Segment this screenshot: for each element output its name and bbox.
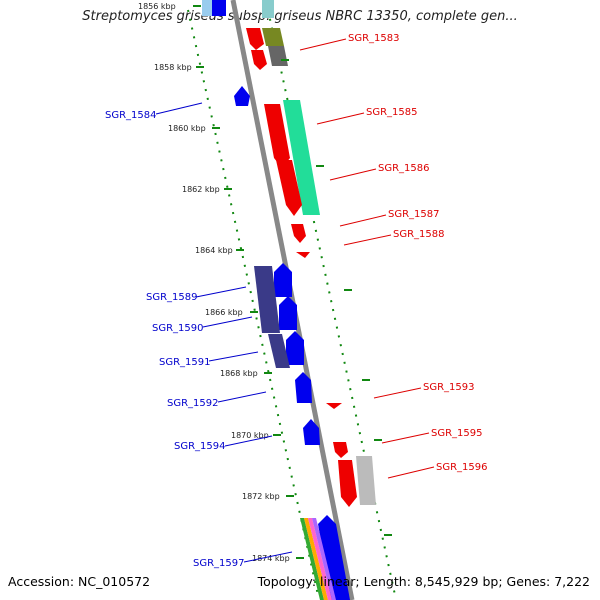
scale-ticks: 1856 kbp 1858 kbp 1860 kbp 1862 kbp 1864… <box>138 2 392 563</box>
genome-summary-text: Topology: linear; Length: 8,545,929 bp; … <box>257 574 590 589</box>
gene-arrow-1590[interactable] <box>279 296 297 330</box>
gene-label-1586[interactable]: SGR_1586 <box>378 163 430 174</box>
gene-label-1594[interactable]: SGR_1594 <box>174 441 226 452</box>
scale-label: 1856 kbp <box>138 2 176 11</box>
gene-label-1584[interactable]: SGR_1584 <box>105 110 157 121</box>
gene-label-1583[interactable]: SGR_1583 <box>348 33 400 44</box>
scale-label: 1864 kbp <box>195 246 233 255</box>
reverse-genes <box>246 28 357 507</box>
callout-line-1585 <box>316 112 365 125</box>
scale-label: 1860 kbp <box>168 124 206 133</box>
band-1583-bottom[interactable] <box>268 46 288 66</box>
callout-lines <box>155 38 435 563</box>
callout-line-1591 <box>208 351 259 362</box>
scale-label: 1868 kbp <box>220 369 258 378</box>
gene-arrow-1585[interactable] <box>264 104 290 168</box>
gene-arrow-1587[interactable] <box>291 224 306 243</box>
band-1585[interactable] <box>283 100 320 215</box>
gene-label-1592[interactable]: SGR_1592 <box>167 398 219 409</box>
gene-label-1596[interactable]: SGR_1596 <box>436 462 488 473</box>
gene-arrow-1592[interactable] <box>295 372 312 403</box>
band-1583-top[interactable] <box>262 28 284 46</box>
gene-arrow-1584[interactable] <box>234 86 250 106</box>
callout-line-1589 <box>195 286 247 298</box>
feature-bands <box>202 0 376 600</box>
callout-line-1590 <box>202 316 253 328</box>
gene-arrow-1591[interactable] <box>286 331 304 365</box>
gene-arrow-1595[interactable] <box>333 442 348 458</box>
callout-line-1594 <box>224 435 273 447</box>
gene-label-1595[interactable]: SGR_1595 <box>431 428 483 439</box>
band-1596[interactable] <box>356 456 376 505</box>
callout-line-1596 <box>387 466 435 479</box>
band-1597-multi-b[interactable] <box>304 518 328 600</box>
callout-line-1588 <box>343 234 392 246</box>
callout-line-1584 <box>155 102 203 115</box>
scale-label: 1858 kbp <box>154 63 192 72</box>
callout-line-1595 <box>381 432 430 444</box>
scale-label: 1872 kbp <box>242 492 280 501</box>
gene-label-1590[interactable]: SGR_1590 <box>152 323 204 334</box>
gene-label-1588[interactable]: SGR_1588 <box>393 229 445 240</box>
gene-label-1589[interactable]: SGR_1589 <box>146 292 198 303</box>
band-1597-multi-a[interactable] <box>300 518 324 600</box>
callout-line-1597 <box>243 551 293 563</box>
gene-arrow-1588[interactable] <box>296 252 310 258</box>
gene-arrow-1586[interactable] <box>276 160 302 216</box>
band-1591[interactable] <box>268 334 290 368</box>
scale-label: 1866 kbp <box>205 308 243 317</box>
band-1597-multi-d[interactable] <box>312 518 336 600</box>
callout-line-1592 <box>217 391 267 403</box>
gene-label-1585[interactable]: SGR_1585 <box>366 107 418 118</box>
right-gene-labels: SGR_1583 SGR_1585 SGR_1586 SGR_1587 SGR_… <box>348 33 488 473</box>
gene-label-1597[interactable]: SGR_1597 <box>193 558 245 569</box>
band-top-light[interactable] <box>202 0 212 16</box>
callout-line-1587 <box>339 214 387 227</box>
gene-label-1593[interactable]: SGR_1593 <box>423 382 475 393</box>
gene-label-1587[interactable]: SGR_1587 <box>388 209 440 220</box>
left-gene-labels: SGR_1584 SGR_1589 SGR_1590 SGR_1591 SGR_… <box>105 110 245 569</box>
band-1597-multi-c[interactable] <box>308 518 332 600</box>
gene-label-1591[interactable]: SGR_1591 <box>159 357 211 368</box>
left-scale-guide <box>187 9 319 596</box>
gene-arrow-1583-a[interactable] <box>246 28 264 50</box>
gene-arrow-1583-b[interactable] <box>251 50 267 70</box>
forward-genes <box>212 0 350 600</box>
band-1589[interactable] <box>254 266 280 333</box>
callout-line-1583 <box>299 38 347 51</box>
callout-line-1586 <box>329 168 377 181</box>
gene-arrow-1589[interactable] <box>274 263 292 297</box>
gene-block-top-blue[interactable] <box>212 0 226 16</box>
scale-label: 1870 kbp <box>231 431 269 440</box>
genome-backbone <box>230 0 355 600</box>
callout-line-1593 <box>373 387 422 399</box>
scale-label: 1874 kbp <box>252 554 290 563</box>
gene-arrow-1596[interactable] <box>338 460 357 507</box>
gene-arrow-1594[interactable] <box>303 419 320 445</box>
accession-text: Accession: NC_010572 <box>8 574 151 589</box>
gene-arrow-1597[interactable] <box>318 515 350 600</box>
band-top-cyan[interactable] <box>262 0 274 18</box>
scale-label: 1862 kbp <box>182 185 220 194</box>
gene-arrow-1593[interactable] <box>326 403 342 409</box>
